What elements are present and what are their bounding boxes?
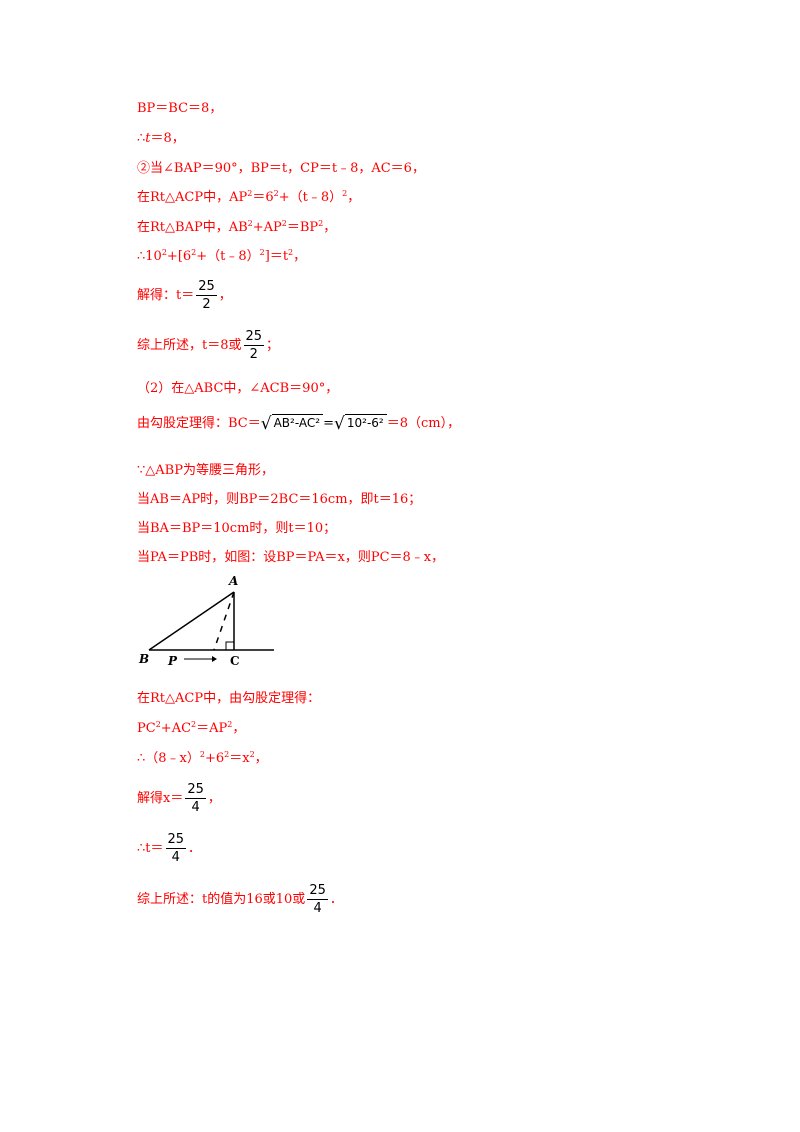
line-case-pa-pb: 当PA＝PB时，如图：设BP＝PA＝x，则PC＝8﹣x，	[137, 550, 445, 565]
line-t-value: ∴t＝ 25 4 ．	[137, 832, 202, 865]
line-bp-bc: BP＝BC＝8，	[137, 101, 223, 116]
line-case-2: ②当∠BAP＝90°，BP＝t，CP＝t﹣8，AC＝6，	[137, 161, 425, 176]
line-final-summary: 综上所述：t的值为16或10或 25 4 ．	[137, 883, 343, 916]
line-rt-bap: 在Rt△BAP中，AB2+AP2＝BP2，	[137, 219, 337, 236]
label-p: P	[167, 654, 178, 668]
label-a: A	[228, 574, 238, 588]
label-b: B	[138, 652, 149, 666]
fraction: 25 2	[196, 279, 217, 312]
line-solve-x: 解得x＝ 25 4，	[137, 782, 221, 815]
line-summary-1: 综上所述，t＝8或 25 2；	[137, 329, 280, 362]
label-c: C	[230, 654, 240, 668]
line-isosceles: ∵△ABP为等腰三角形，	[137, 463, 274, 478]
line-pythagoras-bc: 由勾股定理得：BC＝√ AB²-AC² =√ 10²-6² ＝8（cm），	[137, 414, 461, 434]
line-part-2: （2）在△ABC中，∠ACB＝90°，	[137, 381, 339, 396]
fraction: 25 2	[243, 329, 265, 362]
line-rt-acp-2: 在Rt△ACP中，由勾股定理得：	[137, 691, 321, 706]
line-x-equation: ∴（8﹣x）2+62＝x2，	[137, 750, 268, 767]
triangle-figure: A B P C	[137, 572, 277, 676]
line-equation: ∴102+[62+（t﹣8）2]＝t2，	[137, 248, 307, 265]
line-solve-t: 解得：t＝ 25 2，	[137, 279, 232, 312]
fraction: 25 4	[307, 883, 328, 916]
line-rt-acp: 在Rt△ACP中，AP2＝62+（t﹣8）2，	[137, 189, 361, 206]
line-case-ab-ap: 当AB＝AP时，则BP＝2BC＝16cm，即t＝16；	[137, 492, 422, 507]
triangle-diagram: A B P C	[138, 574, 274, 668]
line-t-equals-8: ∴t＝8，	[137, 131, 185, 146]
fraction: 25 4	[165, 832, 187, 865]
radical-1: √ AB²-AC²	[261, 414, 324, 433]
fraction: 25 4	[185, 782, 206, 815]
radical-2: √ 10²-6²	[334, 414, 387, 433]
line-case-ba-bp: 当BA＝BP＝10cm时，则t＝10；	[137, 521, 337, 536]
line-pc-ac-ap: PC2+AC2＝AP2，	[137, 720, 246, 737]
